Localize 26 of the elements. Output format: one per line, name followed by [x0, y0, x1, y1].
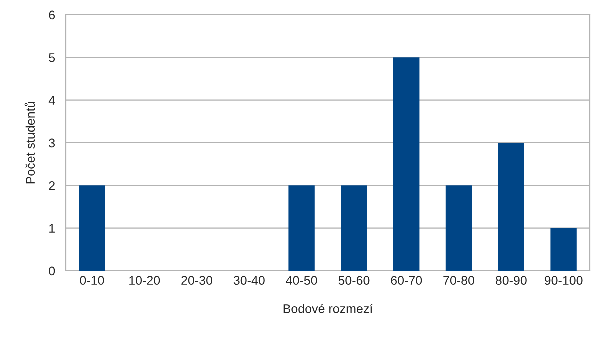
- bar: [498, 143, 524, 271]
- x-tick-label: 30-40: [234, 276, 265, 286]
- x-tick-label: 10-20: [130, 276, 160, 286]
- y-tick-label: 0: [49, 266, 56, 276]
- y-tick-label: 2: [49, 181, 55, 190]
- y-tick-label: 3: [49, 138, 56, 148]
- x-tick-label: 80-90: [496, 276, 527, 286]
- y-tick-label: 6: [49, 10, 56, 20]
- bar: [394, 58, 420, 271]
- x-tick-label: 40-50: [286, 276, 318, 286]
- y-tick-label: 5: [49, 54, 56, 62]
- bar: [446, 186, 472, 271]
- x-tick-label: 0-10: [80, 276, 104, 286]
- bar: [288, 186, 315, 271]
- x-tick-label: 70-80: [444, 276, 474, 286]
- bar: [550, 228, 577, 271]
- y-axis-title: Počet studentů: [24, 102, 36, 184]
- bar: [341, 186, 368, 271]
- x-tick-label: 20-30: [182, 276, 212, 286]
- x-tick-label: 60-70: [391, 276, 422, 286]
- x-axis-title: Bodové rozmezí: [284, 304, 374, 314]
- bar: [79, 186, 106, 271]
- y-tick-label: 1: [50, 224, 55, 233]
- y-tick-label: 4: [48, 96, 56, 105]
- x-tick-label: 90-100: [544, 276, 583, 286]
- x-tick-label: 50-60: [338, 276, 370, 286]
